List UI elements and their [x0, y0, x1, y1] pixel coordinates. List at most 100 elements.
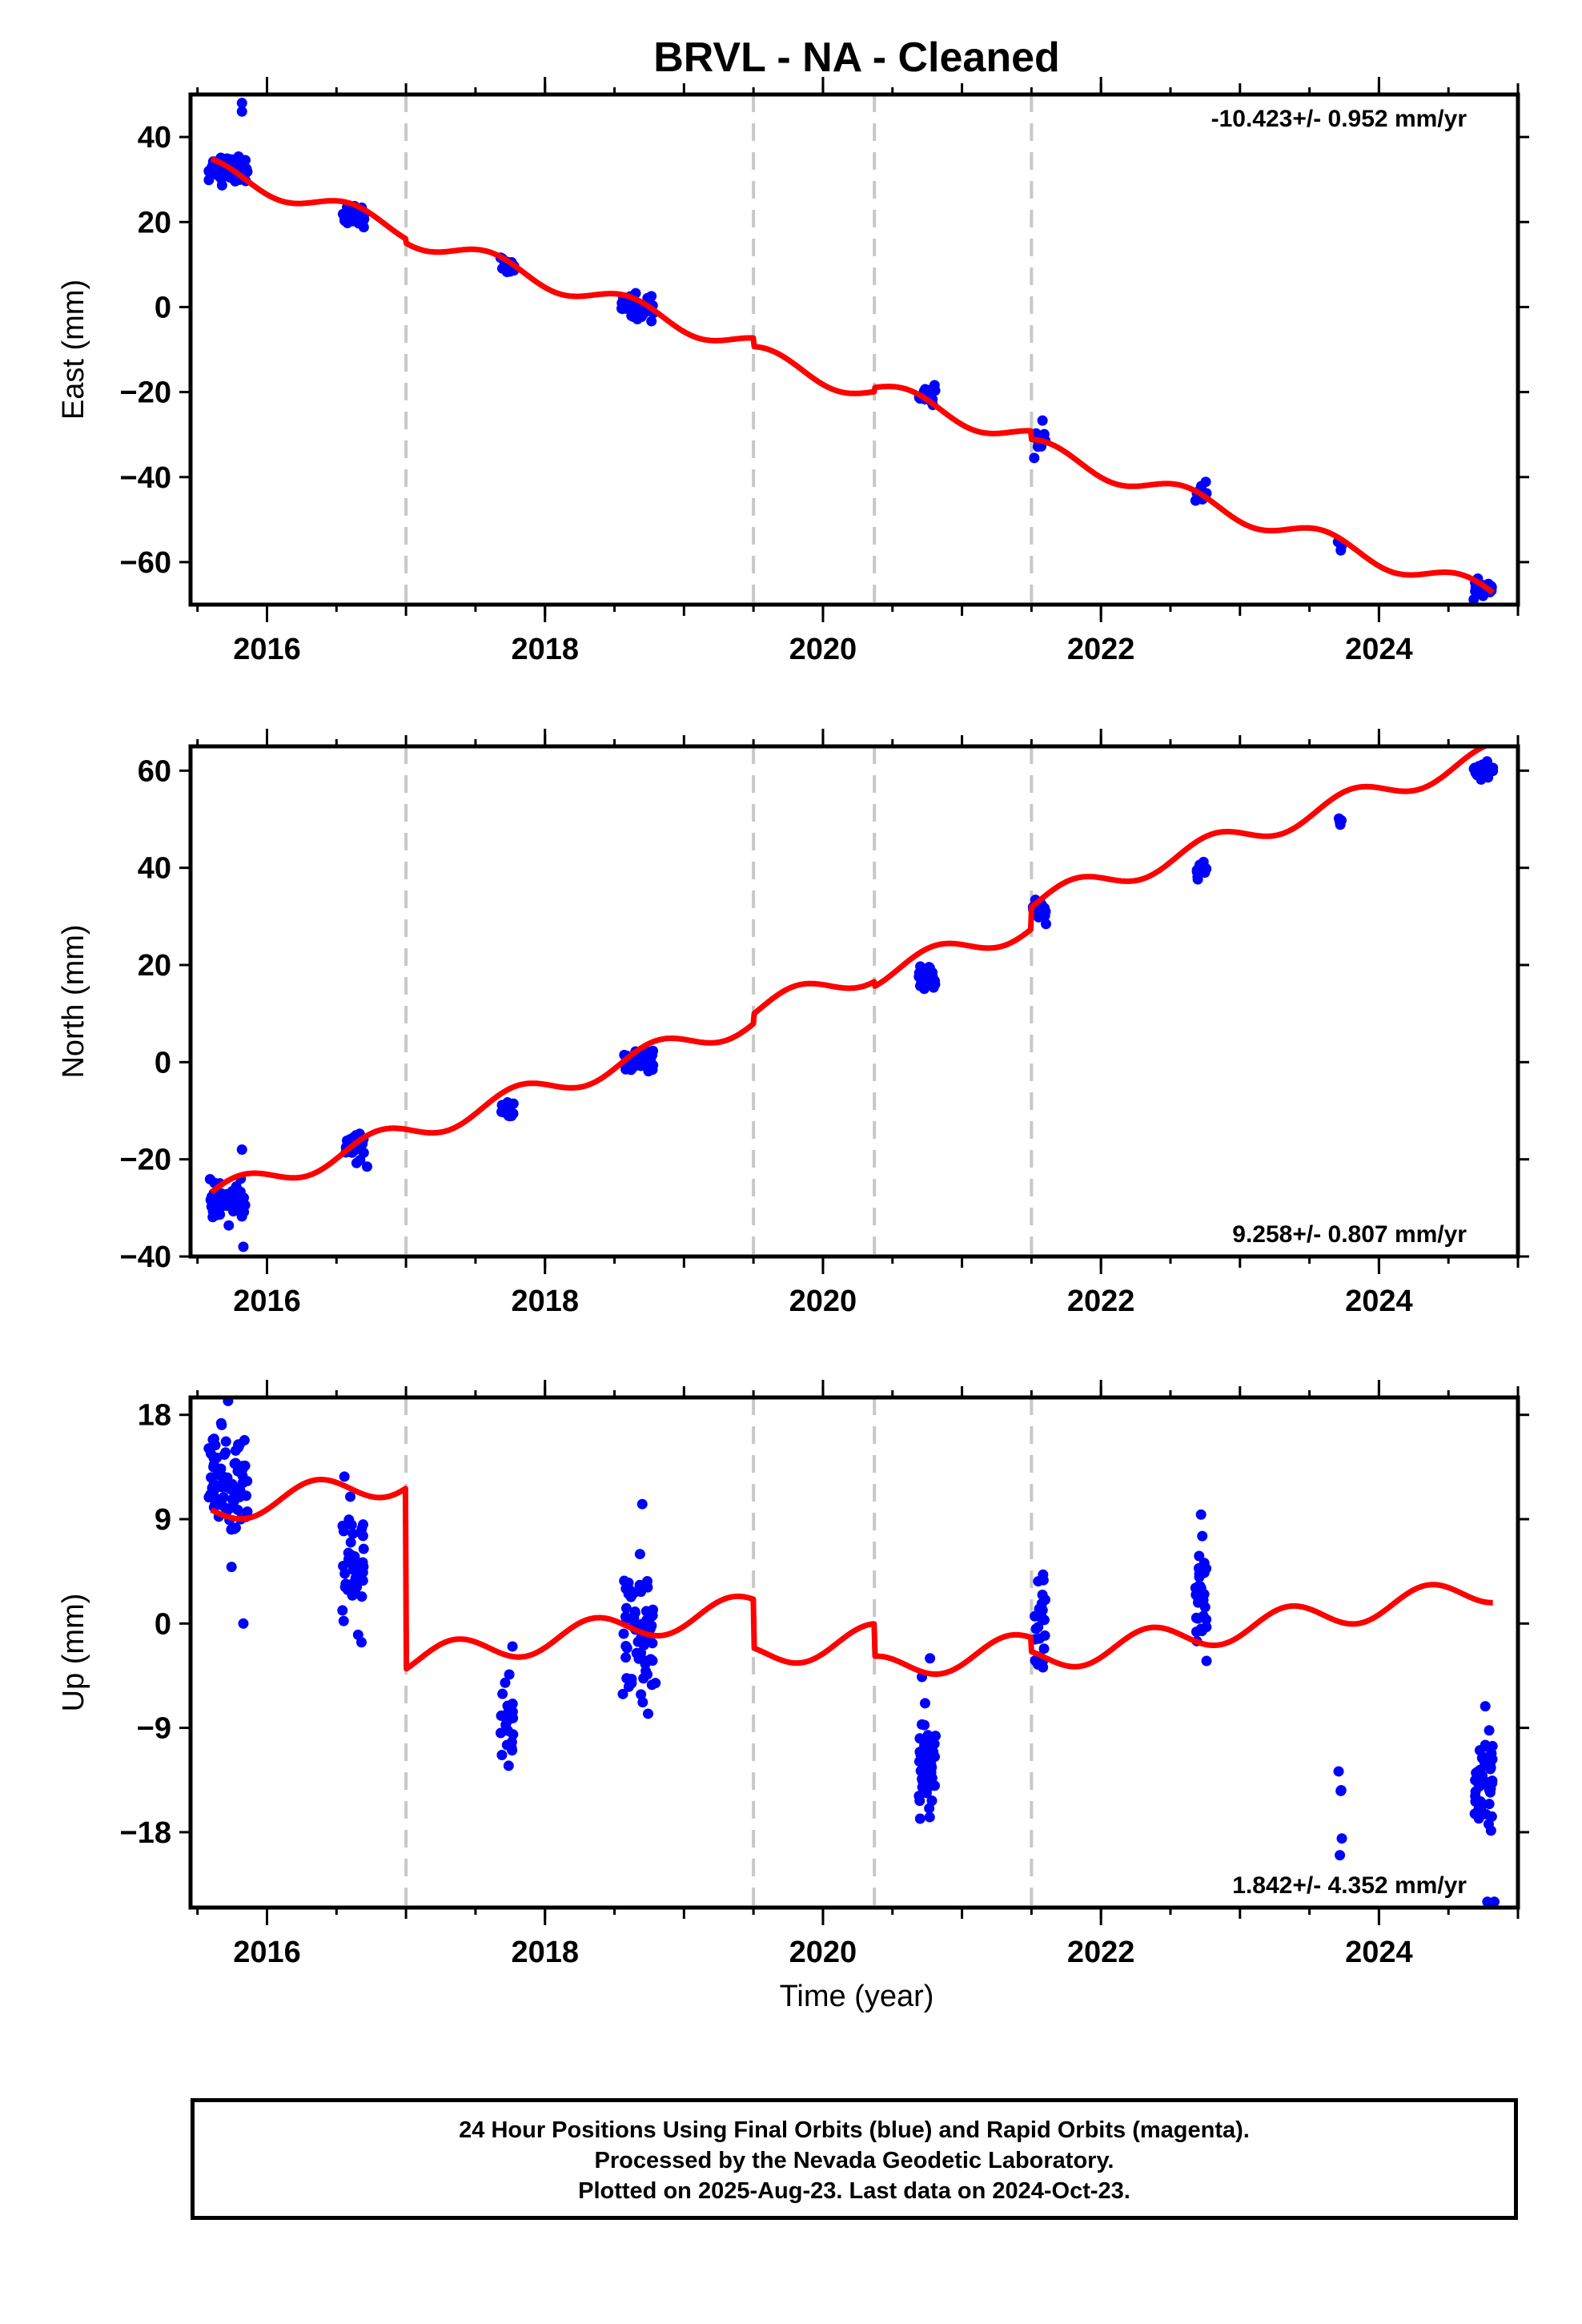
up-panel: −18 −9 0 9 18 2016 2018 2020 2022 2024 Up (mm) 1.84…: [57, 1380, 1529, 1969]
x-tick-label: 2016: [233, 1285, 301, 1318]
data-point: [504, 1669, 515, 1680]
data-point: [1486, 1747, 1497, 1759]
x-tick-label: 2024: [1345, 1936, 1413, 1969]
data-point: [507, 1706, 518, 1717]
data-point: [646, 316, 657, 327]
y-tick-label: −9: [137, 1712, 171, 1746]
data-point: [642, 1708, 653, 1719]
rate-label: -10.423+/- 0.952 mm/yr: [1211, 106, 1468, 132]
data-point: [204, 1174, 215, 1185]
data-point: [220, 1436, 231, 1447]
data-point: [1480, 1701, 1491, 1712]
data-point: [343, 1514, 355, 1526]
data-point: [507, 1745, 518, 1756]
data-point: [1334, 816, 1345, 827]
data-point: [230, 1522, 241, 1534]
x-tick-label: 2020: [789, 1936, 857, 1969]
data-point: [925, 1653, 936, 1664]
data-point: [646, 291, 657, 302]
data-point: [216, 171, 227, 183]
data-point: [214, 1197, 225, 1208]
data-point: [642, 1575, 653, 1586]
plot-frame: [188, 1395, 1520, 1910]
data-point: [203, 175, 215, 186]
data-point: [206, 1472, 217, 1483]
data-point: [1038, 1643, 1050, 1655]
data-point: [620, 1063, 632, 1075]
data-point: [917, 974, 929, 985]
data-point: [1032, 441, 1043, 452]
data-point: [1037, 415, 1048, 426]
data-point: [650, 1678, 661, 1689]
data-point: [1201, 1563, 1212, 1574]
y-tick-label: 18: [138, 1399, 171, 1433]
data-point: [226, 1562, 237, 1573]
data-point: [1201, 863, 1212, 875]
y-tick-label: 20: [138, 949, 171, 983]
y-tick-label: 40: [138, 121, 171, 155]
data-point: [347, 1528, 359, 1539]
data-point: [357, 217, 368, 228]
data-point: [507, 1641, 518, 1652]
data-point: [1033, 1622, 1044, 1633]
data-point: [507, 1699, 518, 1710]
data-point: [508, 1098, 519, 1109]
data-point: [340, 1578, 351, 1590]
data-point: [220, 1447, 231, 1458]
data-point: [620, 1602, 632, 1614]
data-point: [617, 1688, 628, 1699]
data-point: [1030, 1655, 1041, 1666]
data-point: [1473, 1813, 1484, 1824]
y-tick-label: 0: [155, 1046, 171, 1080]
data-point: [637, 1697, 648, 1708]
data-point: [495, 1727, 506, 1739]
x-tick-label: 2016: [233, 1936, 301, 1969]
plot-frame: [188, 744, 1520, 1259]
data-point: [228, 1194, 239, 1205]
data-point: [339, 1471, 350, 1482]
data-point: [357, 1566, 368, 1578]
data-point: [643, 1066, 654, 1077]
data-point: [620, 1613, 632, 1624]
data-point: [1037, 1614, 1048, 1625]
data-point: [238, 1618, 249, 1629]
y-axis-label: North (mm): [57, 924, 90, 1078]
data-point: [626, 1674, 637, 1685]
model-line: [209, 1477, 1496, 1677]
data-point: [1033, 1576, 1044, 1587]
data-point: [343, 1554, 355, 1565]
data-point: [1470, 1786, 1481, 1797]
data-point: [351, 1157, 362, 1168]
model-line: [209, 156, 1496, 595]
data-point: [1488, 766, 1499, 777]
data-point: [503, 1760, 514, 1771]
x-tick-label: 2016: [233, 633, 301, 666]
data-point: [1198, 1594, 1209, 1606]
data-point: [930, 1731, 942, 1742]
x-tick-label: 2018: [511, 1285, 579, 1318]
data-point: [226, 154, 237, 165]
data-point: [1470, 1796, 1481, 1807]
data-point: [640, 1620, 651, 1631]
data-point: [350, 1586, 361, 1597]
data-point: [216, 179, 227, 191]
x-tick-label: 2022: [1067, 1936, 1135, 1969]
data-point: [207, 1212, 219, 1223]
east-panel: −60 −40 −20 0 20 40 2016 2018 2020 2022 2024 East (…: [57, 77, 1529, 666]
data-point: [1201, 1655, 1212, 1667]
data-point: [227, 1186, 238, 1197]
data-point: [1033, 911, 1044, 923]
data-point: [212, 1466, 223, 1477]
x-tick-label: 2018: [511, 1936, 579, 1969]
footer-line-3: Plotted on 2025-Aug-23. Last data on 202…: [578, 2178, 1130, 2204]
data-point: [919, 1698, 930, 1709]
y-tick-label: −40: [120, 1240, 171, 1274]
data-point: [1484, 1799, 1495, 1810]
model-line: [209, 746, 1492, 1195]
data-point: [1487, 1775, 1498, 1787]
data-point: [232, 1484, 243, 1495]
data-point: [1333, 1766, 1344, 1777]
data-point: [205, 1448, 216, 1459]
rate-label: 1.842+/- 4.352 mm/yr: [1232, 1872, 1467, 1899]
y-tick-label: 0: [155, 1607, 171, 1641]
